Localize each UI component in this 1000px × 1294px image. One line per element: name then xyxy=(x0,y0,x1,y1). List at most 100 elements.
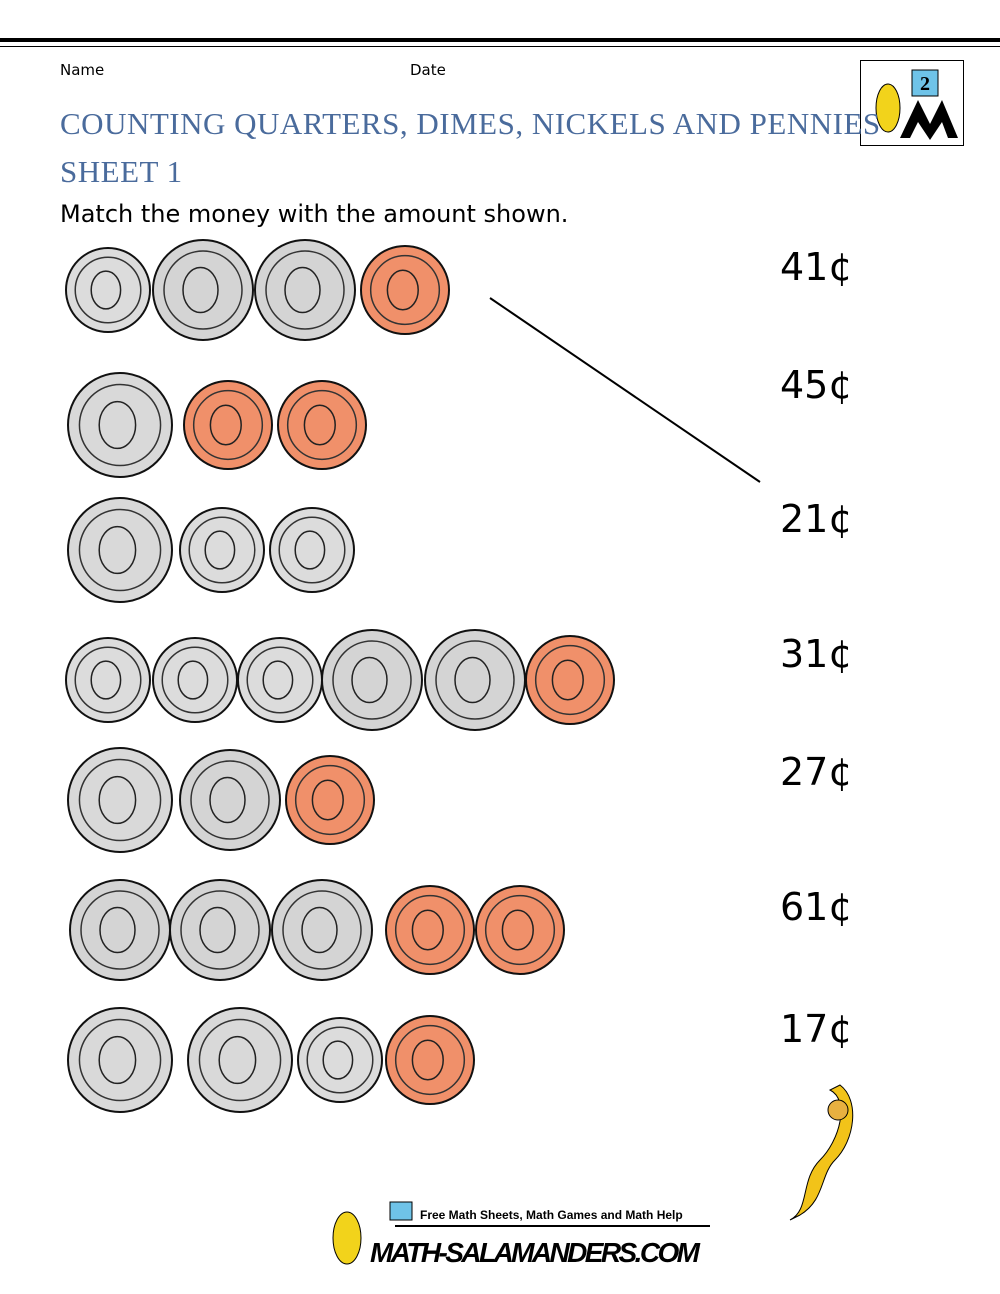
instruction: Match the money with the amount shown. xyxy=(60,200,569,228)
coin xyxy=(385,885,475,975)
coin-rim xyxy=(306,1026,374,1094)
coin xyxy=(285,755,375,845)
coin-rim xyxy=(534,644,606,716)
coin-figure xyxy=(311,779,344,821)
match-line xyxy=(489,297,761,483)
coin xyxy=(65,637,151,723)
coin-rim xyxy=(78,758,162,842)
coin-figure xyxy=(294,530,326,570)
coin xyxy=(269,507,355,593)
coin-figure xyxy=(204,530,236,570)
coin-rim xyxy=(278,516,346,584)
footer-board xyxy=(389,1201,413,1221)
coin xyxy=(179,749,281,851)
top-rule-thin xyxy=(0,46,1000,47)
coin xyxy=(321,629,423,731)
coin xyxy=(237,637,323,723)
name-label: Name xyxy=(60,61,105,79)
coin-figure xyxy=(501,909,534,951)
amount: 27¢ xyxy=(780,750,853,794)
coin-figure xyxy=(454,656,491,704)
coin-figure xyxy=(177,660,209,700)
coin xyxy=(152,239,254,341)
date-label: Date xyxy=(410,61,446,79)
coin-rim xyxy=(394,894,466,966)
coin-rim xyxy=(369,254,441,326)
footer-logo: Free Math Sheets, Math Games and Math He… xyxy=(332,1201,710,1268)
coin xyxy=(475,885,565,975)
coin-figure xyxy=(90,660,122,700)
coin-rim xyxy=(161,646,229,714)
salamander xyxy=(789,1084,854,1221)
coin xyxy=(67,497,173,603)
coin-rim xyxy=(180,890,260,970)
amount: 45¢ xyxy=(780,363,853,407)
coin-figure xyxy=(322,1040,354,1080)
money-bag xyxy=(827,1099,849,1121)
amount: 17¢ xyxy=(780,1007,853,1051)
coin xyxy=(271,879,373,981)
coin-figure xyxy=(551,659,584,701)
coin xyxy=(67,1007,173,1113)
coin xyxy=(297,1017,383,1103)
footer-site: MATH-SALAMANDERS.COM xyxy=(370,1237,701,1268)
coin-figure xyxy=(199,906,236,954)
coin-figure xyxy=(351,656,388,704)
amount: 21¢ xyxy=(780,497,853,541)
coin xyxy=(183,380,273,470)
logo-salamander xyxy=(875,83,901,133)
coin-rim xyxy=(74,646,142,714)
coin-figure xyxy=(209,404,242,446)
salamander-body xyxy=(789,1084,854,1221)
coin-rim xyxy=(78,383,162,467)
coin xyxy=(152,637,238,723)
coin-rim xyxy=(163,250,243,330)
coin xyxy=(525,635,615,725)
logo-grade: 2 xyxy=(920,73,930,95)
coin xyxy=(65,247,151,333)
coin-figure xyxy=(98,775,137,825)
coin xyxy=(179,507,265,593)
coin xyxy=(187,1007,293,1113)
coin-rim xyxy=(332,640,412,720)
coin xyxy=(385,1015,475,1105)
coin-figure xyxy=(284,266,321,314)
coin-rim xyxy=(190,760,270,840)
coin-rim xyxy=(265,250,345,330)
coin-figure xyxy=(209,776,246,824)
coin xyxy=(69,879,171,981)
coin-figure xyxy=(98,525,137,575)
amount: 31¢ xyxy=(780,632,853,676)
coin-figure xyxy=(98,1035,137,1085)
coin-figure xyxy=(90,270,122,310)
coin-rim xyxy=(394,1024,466,1096)
coin-rim xyxy=(80,890,160,970)
coin xyxy=(67,372,173,478)
coin-rim xyxy=(192,389,264,461)
coin-figure xyxy=(182,266,219,314)
coin-rim xyxy=(78,1018,162,1102)
footer-salamander xyxy=(332,1211,362,1265)
logo-board xyxy=(911,69,939,97)
coin-rim xyxy=(484,894,556,966)
coin-figure xyxy=(303,404,336,446)
coin-figure xyxy=(98,400,137,450)
coin-figure xyxy=(411,909,444,951)
coin-rim xyxy=(78,508,162,592)
coin-figure xyxy=(386,269,419,311)
logo: 2 xyxy=(860,60,964,146)
logo-m xyxy=(900,100,958,140)
coin-rim xyxy=(198,1018,282,1102)
coin xyxy=(67,747,173,853)
footer-tagline: Free Math Sheets, Math Games and Math He… xyxy=(420,1208,683,1222)
coin-figure xyxy=(301,906,338,954)
coin xyxy=(169,879,271,981)
coin-rim xyxy=(74,256,142,324)
coin-figure xyxy=(99,906,136,954)
top-rule xyxy=(0,38,1000,42)
subtitle: SHEET 1 xyxy=(60,154,183,189)
coin xyxy=(277,380,367,470)
coin xyxy=(254,239,356,341)
